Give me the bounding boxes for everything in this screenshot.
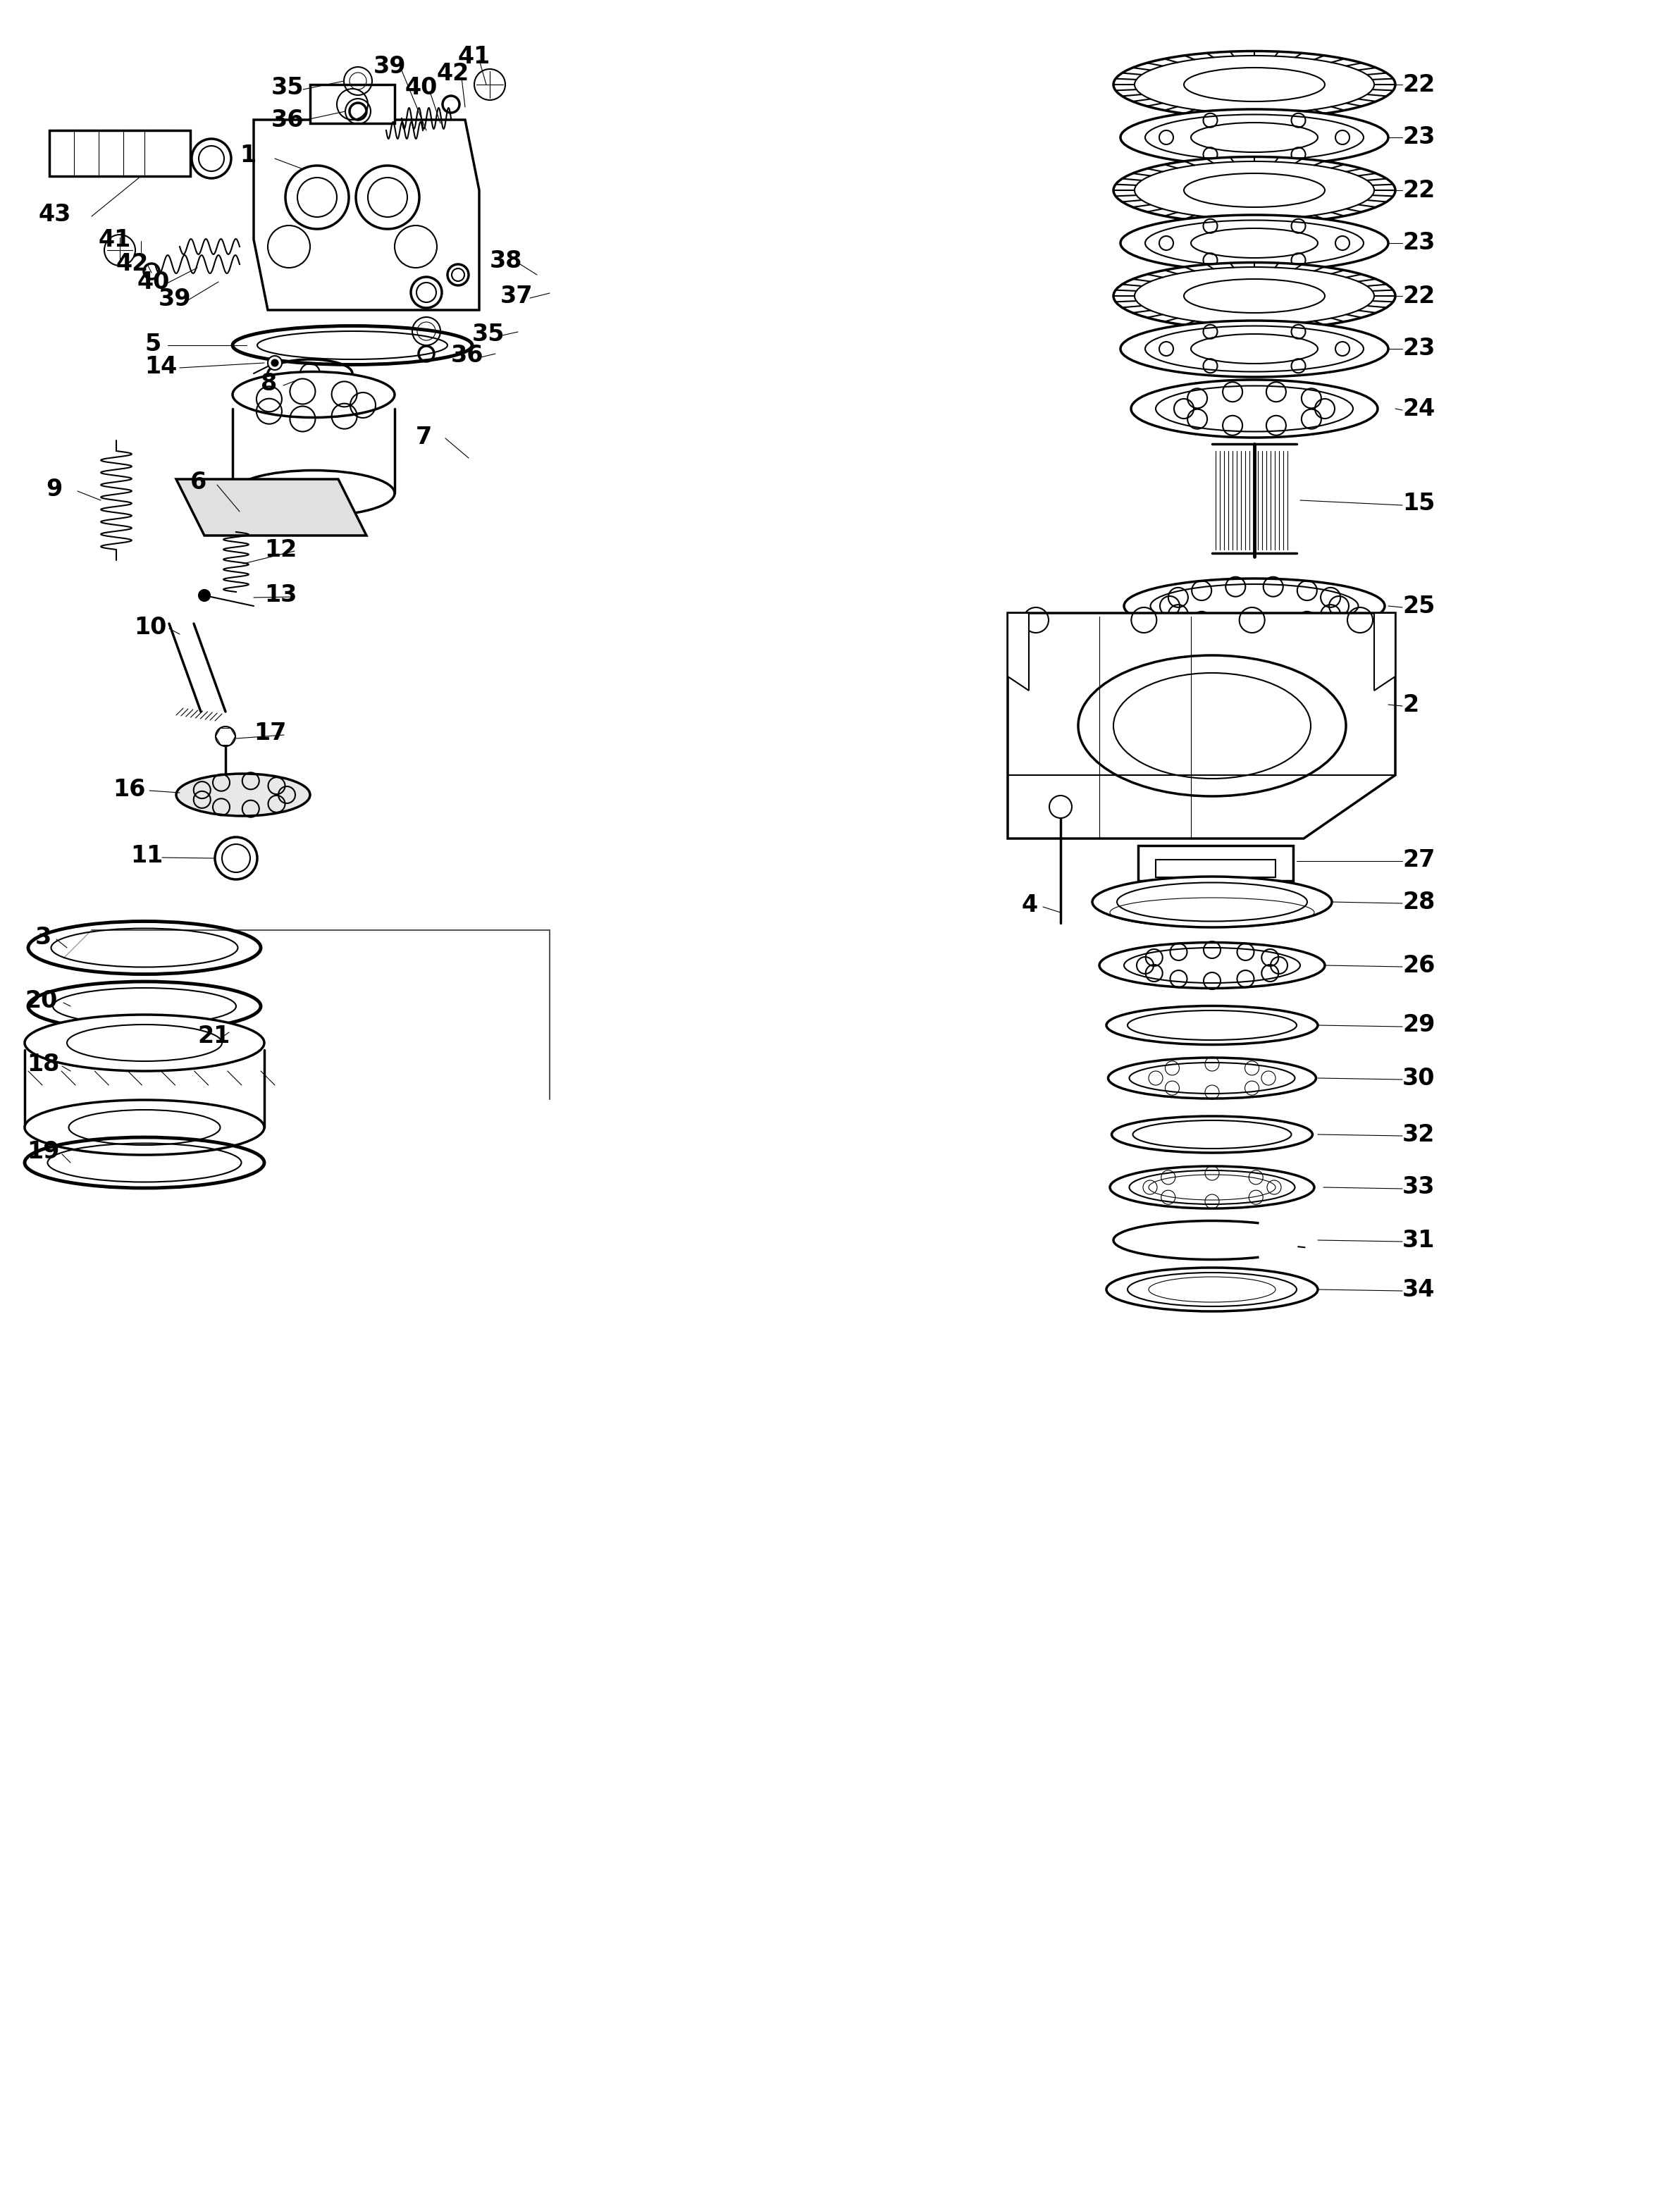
Text: 2: 2	[1403, 694, 1418, 716]
Bar	[57, 130, 77, 170]
Text: 11: 11	[131, 846, 163, 868]
Polygon shape	[1008, 612, 1396, 839]
Bar	[77, 130, 99, 170]
Ellipse shape	[232, 471, 395, 515]
Bar	[102, 130, 123, 170]
Text: 22: 22	[1403, 73, 1435, 97]
Bar	[49, 130, 190, 176]
Text: 40: 40	[138, 271, 170, 293]
Ellipse shape	[1099, 942, 1326, 989]
Text: 39: 39	[373, 55, 407, 79]
Text: 40: 40	[405, 77, 438, 99]
Text: 8: 8	[260, 372, 277, 396]
Text: 31: 31	[1403, 1229, 1435, 1251]
Text: 42: 42	[116, 253, 150, 275]
Text: 42: 42	[437, 62, 469, 86]
Text: 23: 23	[1403, 231, 1435, 255]
Text: 39: 39	[158, 288, 192, 310]
Text: 41: 41	[459, 44, 491, 68]
Ellipse shape	[232, 372, 395, 418]
Ellipse shape	[1121, 321, 1388, 377]
Text: 9: 9	[45, 478, 62, 502]
Text: 16: 16	[113, 777, 146, 802]
Text: 26: 26	[1403, 953, 1435, 978]
Ellipse shape	[1121, 110, 1388, 165]
Ellipse shape	[25, 1015, 264, 1070]
Text: 23: 23	[1403, 337, 1435, 361]
Text: 14: 14	[144, 355, 176, 379]
Text: 5: 5	[144, 333, 161, 355]
Text: 22: 22	[1403, 178, 1435, 203]
Text: 43: 43	[39, 203, 72, 227]
Text: 37: 37	[501, 284, 533, 308]
Ellipse shape	[1121, 216, 1388, 271]
Text: 4: 4	[1021, 894, 1038, 916]
Ellipse shape	[1114, 262, 1396, 330]
Text: 17: 17	[254, 722, 286, 744]
Polygon shape	[254, 119, 479, 310]
Ellipse shape	[1124, 579, 1384, 634]
Text: 19: 19	[27, 1141, 59, 1163]
Bar	[311, 84, 395, 123]
Text: 1: 1	[240, 143, 255, 167]
Ellipse shape	[1112, 1116, 1312, 1154]
Polygon shape	[176, 480, 366, 535]
Text: 20: 20	[25, 989, 57, 1013]
Text: 3: 3	[35, 925, 52, 949]
Text: 12: 12	[264, 537, 297, 562]
Ellipse shape	[1107, 1268, 1317, 1312]
Text: 15: 15	[1403, 493, 1435, 515]
Polygon shape	[1008, 612, 1028, 691]
Text: 38: 38	[491, 249, 522, 273]
Ellipse shape	[1110, 1167, 1314, 1209]
Text: 35: 35	[472, 324, 506, 346]
Text: 35: 35	[270, 77, 304, 99]
Ellipse shape	[1092, 876, 1332, 927]
Bar	[151, 130, 173, 170]
Polygon shape	[1374, 612, 1396, 691]
Text: 13: 13	[264, 584, 297, 608]
Text: 7: 7	[415, 425, 432, 449]
Circle shape	[104, 236, 136, 266]
Text: 6: 6	[190, 471, 207, 493]
Ellipse shape	[1109, 1057, 1315, 1099]
Bar	[128, 130, 148, 170]
Ellipse shape	[176, 773, 311, 817]
Ellipse shape	[1114, 156, 1396, 225]
Ellipse shape	[1131, 379, 1378, 438]
Circle shape	[267, 357, 282, 370]
Ellipse shape	[1107, 1006, 1317, 1044]
Ellipse shape	[1114, 51, 1396, 119]
Text: 27: 27	[1403, 848, 1435, 872]
Text: 41: 41	[99, 229, 131, 251]
Circle shape	[270, 359, 279, 366]
Text: 24: 24	[1403, 396, 1435, 421]
Circle shape	[474, 68, 506, 99]
Circle shape	[198, 590, 210, 601]
Ellipse shape	[25, 1101, 264, 1154]
Circle shape	[215, 727, 235, 746]
Text: 25: 25	[1403, 595, 1435, 617]
Text: 23: 23	[1403, 126, 1435, 150]
Text: 21: 21	[197, 1024, 230, 1048]
Text: 29: 29	[1403, 1013, 1435, 1037]
Text: 18: 18	[27, 1053, 59, 1075]
Bar	[1156, 859, 1275, 876]
Text: 36: 36	[450, 344, 484, 368]
Text: 30: 30	[1403, 1066, 1435, 1090]
Text: 22: 22	[1403, 284, 1435, 308]
Text: 33: 33	[1403, 1176, 1435, 1198]
Text: 34: 34	[1403, 1277, 1435, 1301]
Text: 36: 36	[270, 108, 304, 132]
Text: 10: 10	[134, 617, 166, 639]
Circle shape	[1050, 795, 1072, 819]
Bar	[1137, 846, 1294, 881]
Text: 28: 28	[1403, 890, 1435, 914]
Text: 32: 32	[1403, 1123, 1435, 1145]
